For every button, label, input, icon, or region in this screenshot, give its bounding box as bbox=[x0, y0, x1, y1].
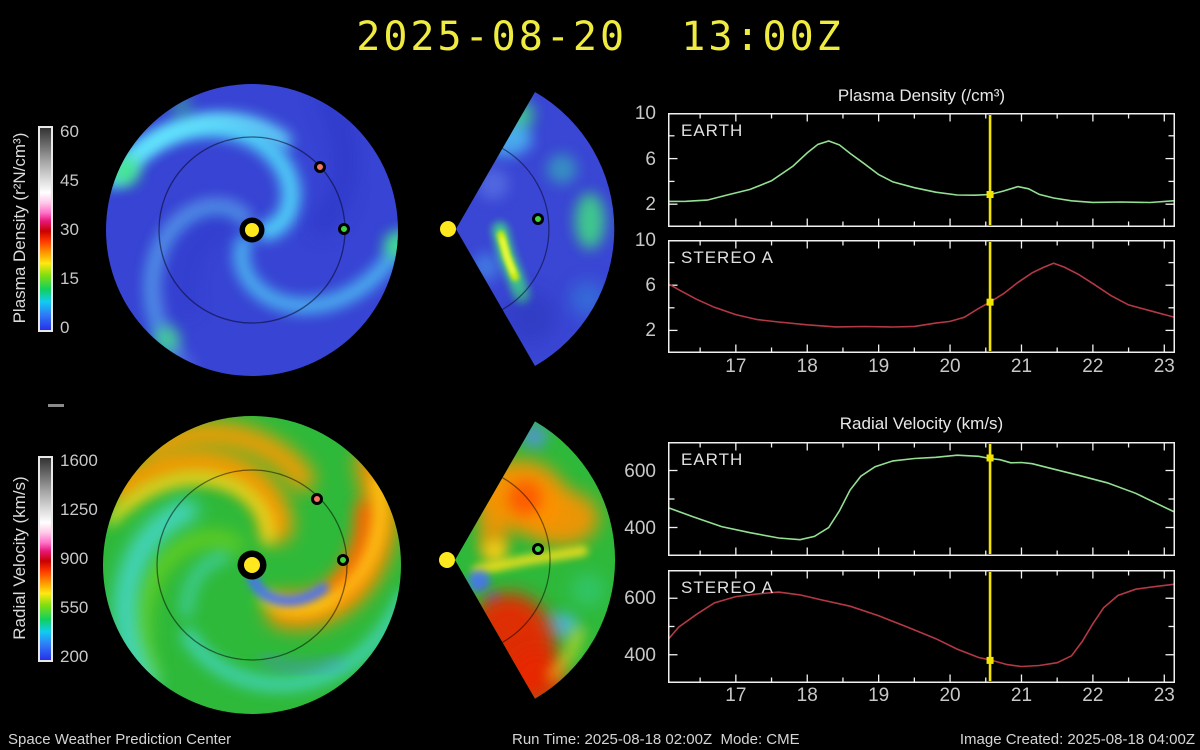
data-trace bbox=[668, 454, 1175, 541]
sun-marker bbox=[440, 221, 456, 237]
footer-image-created: Image Created: 2025-08-18 04:00Z bbox=[959, 731, 1195, 748]
x-axis-label: 20 bbox=[939, 685, 961, 706]
y-axis-label: 6 bbox=[645, 148, 656, 170]
velocity-colorbar-tick: 200 bbox=[60, 647, 89, 666]
y-axis-label: 6 bbox=[645, 275, 656, 297]
velocity-colorbar-label: Radial Velocity (km/s) bbox=[10, 476, 29, 640]
y-axis-label: 600 bbox=[624, 588, 656, 610]
velocity-polar-map bbox=[103, 416, 401, 714]
panel-label: EARTH bbox=[681, 450, 744, 469]
solar-wind-stream-arm bbox=[176, 218, 232, 316]
panel-label: EARTH bbox=[681, 121, 744, 140]
y-axis-label: 2 bbox=[645, 320, 656, 342]
y-axis-label: 400 bbox=[624, 644, 656, 666]
stereo-a-marker bbox=[311, 493, 323, 505]
density-colorbar-tick: 45 bbox=[60, 171, 79, 190]
velocity-chart-title: Radial Velocity (km/s) bbox=[839, 414, 1004, 433]
density-colorbar bbox=[38, 126, 53, 332]
density-meridional-wedge bbox=[440, 92, 615, 366]
data-trace bbox=[668, 262, 1175, 328]
current-value-marker bbox=[986, 454, 994, 462]
data-trace bbox=[668, 140, 1175, 204]
x-axis-label: 19 bbox=[868, 356, 890, 377]
data-trace bbox=[668, 583, 1175, 668]
density-earth-panel bbox=[668, 113, 1175, 227]
footer-agency: Space Weather Prediction Center bbox=[8, 731, 232, 748]
y-axis-label: 600 bbox=[624, 460, 656, 482]
velocity-meridional-wedge bbox=[439, 421, 616, 699]
sun-marker bbox=[244, 557, 260, 573]
solar-wind-stream-arm bbox=[259, 474, 386, 614]
velocity-stereo-a-panel bbox=[668, 570, 1175, 683]
solar-wind-stream-arm bbox=[113, 113, 292, 184]
y-axis-label: 10 bbox=[634, 103, 656, 124]
solar-wind-stream-arm bbox=[260, 654, 344, 672]
solar-wind-stream-arm bbox=[309, 86, 358, 236]
x-axis-label: 22 bbox=[1082, 685, 1104, 706]
panel-label: STEREO A bbox=[681, 578, 775, 597]
solar-wind-stream-arm bbox=[179, 550, 230, 618]
velocity-colorbar-tick: 550 bbox=[60, 598, 89, 617]
current-value-marker bbox=[986, 298, 994, 306]
density-polar-map bbox=[106, 84, 398, 376]
solar-wind-stream-arm bbox=[139, 420, 315, 492]
velocity-colorbar-tick: 900 bbox=[60, 549, 89, 568]
stereo-a-marker bbox=[314, 161, 326, 173]
solar-wind-stream-arm bbox=[246, 571, 329, 607]
density-stereo-a-panel bbox=[668, 240, 1175, 353]
density-colorbar-tick: 0 bbox=[60, 318, 70, 337]
earth-marker bbox=[337, 554, 349, 566]
solar-wind-stream-arm bbox=[180, 589, 401, 692]
velocity-colorbar-tick: 1250 bbox=[60, 500, 98, 519]
earth-orbit-arc bbox=[502, 477, 551, 643]
density-colorbar-label: Plasma Density (r²N/cm³) bbox=[10, 132, 29, 324]
current-value-marker bbox=[986, 191, 994, 199]
x-axis-label: 19 bbox=[868, 685, 890, 706]
y-axis-label: 400 bbox=[624, 517, 656, 539]
velocity-colorbar bbox=[38, 456, 53, 662]
x-axis-label: 17 bbox=[725, 356, 747, 377]
y-axis-label: 10 bbox=[634, 230, 656, 251]
density-colorbar-tick: 60 bbox=[60, 122, 79, 141]
density-chart-title: Plasma Density (/cm³) bbox=[837, 86, 1006, 105]
velocity-earth-panel bbox=[668, 442, 1175, 556]
solar-wind-stream-arm bbox=[105, 447, 293, 544]
earth-orbit-arc bbox=[502, 147, 550, 311]
earth-marker bbox=[532, 543, 544, 555]
solar-wind-stream-arm bbox=[147, 197, 253, 373]
sun-marker bbox=[245, 223, 259, 237]
timestamp-title: 2025-08-20 13:00Z bbox=[356, 14, 844, 60]
earth-marker bbox=[532, 213, 544, 225]
x-axis-label: 22 bbox=[1082, 356, 1104, 377]
x-axis-label: 20 bbox=[939, 356, 961, 377]
density-colorbar-tick: 30 bbox=[60, 220, 79, 239]
solar-wind-stream-arm bbox=[114, 499, 198, 694]
x-axis-label: 21 bbox=[1010, 356, 1033, 377]
x-axis-label: 23 bbox=[1153, 356, 1175, 377]
solar-wind-stream-arm bbox=[105, 472, 274, 546]
solar-wind-stream-arm bbox=[135, 532, 244, 683]
x-axis-label: 17 bbox=[725, 685, 747, 706]
sun-marker bbox=[439, 552, 455, 568]
x-axis-label: 18 bbox=[796, 685, 818, 706]
solar-wind-stream-arm bbox=[233, 233, 398, 314]
y-axis-label: 2 bbox=[645, 194, 656, 216]
density-colorbar-tick: 15 bbox=[60, 269, 79, 288]
footer-run-time: Run Time: 2025-08-18 02:00Z Mode: CME bbox=[512, 731, 800, 748]
x-axis-label: 23 bbox=[1153, 685, 1175, 706]
solar-wind-stream-arm bbox=[327, 501, 377, 600]
x-axis-label: 18 bbox=[796, 356, 818, 377]
separator-dash bbox=[48, 404, 64, 407]
current-value-marker bbox=[986, 656, 994, 664]
earth-orbit-ring bbox=[156, 469, 348, 661]
earth-marker bbox=[338, 223, 350, 235]
panel-label: STEREO A bbox=[681, 248, 775, 267]
velocity-colorbar-tick: 1600 bbox=[60, 451, 98, 470]
x-axis-label: 21 bbox=[1010, 685, 1033, 706]
